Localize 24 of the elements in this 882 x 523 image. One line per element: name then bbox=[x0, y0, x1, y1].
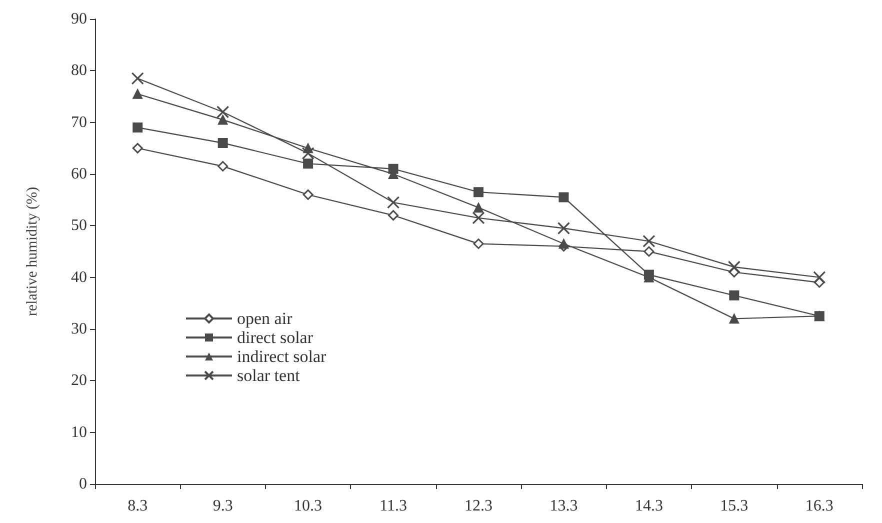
x-tick-label: 10.3 bbox=[294, 498, 322, 514]
y-tick-label: 0 bbox=[79, 476, 87, 492]
y-axis-title: relative humidity (%) bbox=[24, 186, 40, 316]
y-tick-label: 20 bbox=[71, 372, 87, 390]
x-tick-label: 13.3 bbox=[550, 498, 578, 514]
x-tick-label: 12.3 bbox=[464, 498, 492, 514]
y-tick-label: 30 bbox=[71, 320, 87, 338]
x-tick-label: 14.3 bbox=[634, 498, 663, 514]
legend-label: indirect solar bbox=[237, 347, 327, 366]
x-tick-label: 8.3 bbox=[128, 498, 148, 514]
x-tick-label: 9.3 bbox=[212, 498, 233, 514]
legend-label: solar tent bbox=[237, 366, 300, 385]
legend-label: direct solar bbox=[237, 328, 314, 347]
y-tick-label: 50 bbox=[71, 217, 87, 234]
x-tick-label: 15.3 bbox=[720, 498, 748, 514]
y-tick-label: 40 bbox=[71, 268, 87, 286]
x-tick-label: 16.3 bbox=[805, 498, 834, 514]
y-tick-label: 70 bbox=[71, 114, 87, 131]
y-tick-label: 80 bbox=[71, 62, 87, 80]
x-tick-label: 11.3 bbox=[380, 498, 407, 514]
y-tick-label: 60 bbox=[71, 166, 87, 182]
y-tick-label: 90 bbox=[71, 10, 87, 28]
y-tick-label: 10 bbox=[71, 424, 87, 441]
legend-label: open air bbox=[237, 309, 293, 328]
